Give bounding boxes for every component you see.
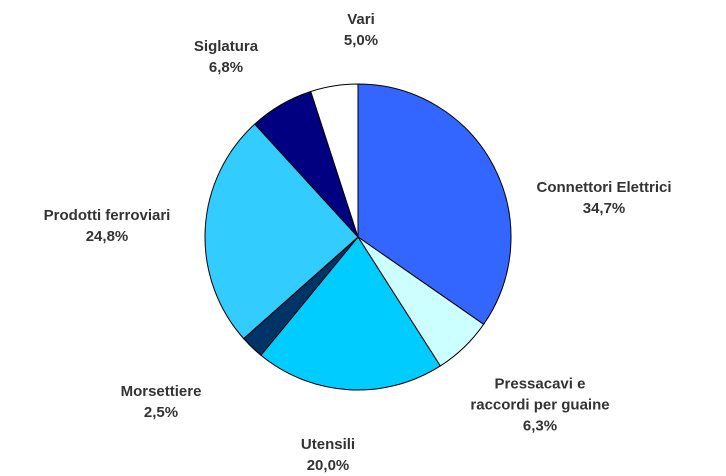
slice-label: Prodotti ferroviari 24,8% [44, 205, 171, 247]
category-name: Vari [347, 11, 375, 28]
pie-slice [204, 123, 359, 340]
category-name: Prodotti ferroviari [43, 207, 171, 224]
pie-slice [310, 83, 359, 238]
category-name: Morsettiere [120, 383, 202, 400]
value-label: 6,3% [522, 417, 558, 435]
value-label: 6,8% [208, 59, 244, 76]
slice-label: Morsettiere 2,5% [121, 381, 202, 423]
category-name: Siglatura [193, 38, 259, 55]
category-name: Connettori Elettrici [536, 179, 672, 196]
category-name: Utensili [300, 436, 356, 453]
slice-label: Pressacavi e raccordi per guaine 6,3% [470, 374, 610, 437]
slice-label: Connettori Elettrici 34,7% [536, 177, 671, 219]
value-label: 34,7% [582, 200, 626, 217]
slice-label: Vari 5,0% [344, 9, 378, 51]
pie-slice [357, 83, 512, 326]
value-label: 5,0% [343, 32, 379, 49]
slice-label: Utensili 20,0% [301, 434, 355, 476]
value-label: 2,5% [143, 404, 179, 421]
pie-slice [260, 236, 442, 391]
category-name: Pressacavi e raccordi per guaine [470, 375, 610, 414]
value-label: 20,0% [306, 457, 350, 474]
value-label: 24,8% [85, 228, 129, 245]
slice-label: Siglatura 6,8% [194, 36, 258, 78]
